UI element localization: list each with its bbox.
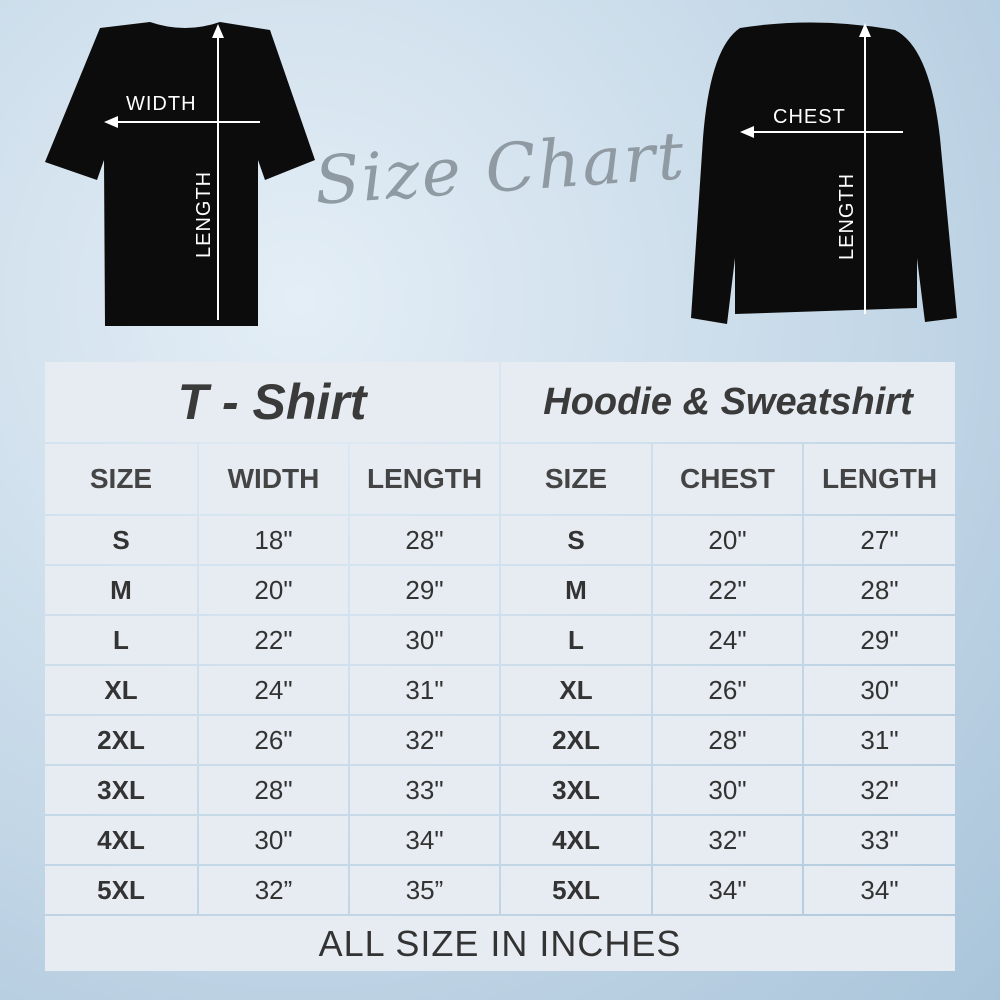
length-label: LENGTH: [836, 173, 858, 260]
size-cell: 2XL: [45, 716, 197, 764]
value-cell: 31": [804, 716, 955, 764]
width-label: WIDTH: [126, 93, 197, 115]
header-cell: LENGTH: [350, 444, 499, 514]
value-cell: 26": [199, 716, 348, 764]
value-cell: 32": [804, 766, 955, 814]
tshirt-image: WIDTH LENGTH: [45, 22, 315, 326]
size-cell: M: [501, 566, 651, 614]
sweatshirt-table-title: Hoodie & Sweatshirt: [501, 362, 955, 442]
value-cell: 27": [804, 516, 955, 564]
value-cell: 34": [350, 816, 499, 864]
table-row: 5XL 32” 35” 5XL 34" 34": [45, 866, 955, 914]
value-cell: 33": [350, 766, 499, 814]
size-cell: 2XL: [501, 716, 651, 764]
size-cell: M: [45, 566, 197, 614]
value-cell: 28": [350, 516, 499, 564]
value-cell: 30": [350, 616, 499, 664]
value-cell: 20": [199, 566, 348, 614]
chart-title: Size Chart: [311, 117, 689, 220]
size-cell: 5XL: [501, 866, 651, 914]
size-cell: S: [501, 516, 651, 564]
value-cell: 30": [199, 816, 348, 864]
value-cell: 18": [199, 516, 348, 564]
value-cell: 34": [804, 866, 955, 914]
table-row: S 18" 28" S 20" 27": [45, 516, 955, 564]
length-label: LENGTH: [193, 171, 215, 258]
footer-note: ALL SIZE IN INCHES: [45, 916, 955, 971]
value-cell: 30": [804, 666, 955, 714]
chest-label: CHEST: [773, 106, 846, 128]
value-cell: 28": [653, 716, 802, 764]
value-cell: 32": [653, 816, 802, 864]
size-cell: L: [501, 616, 651, 664]
value-cell: 34": [653, 866, 802, 914]
table-row: 3XL 28" 33" 3XL 30" 32": [45, 766, 955, 814]
value-cell: 26": [653, 666, 802, 714]
table-row: L 22" 30" L 24" 29": [45, 616, 955, 664]
value-cell: 24": [199, 666, 348, 714]
value-cell: 28": [199, 766, 348, 814]
header-cell: WIDTH: [199, 444, 348, 514]
header-cell: SIZE: [45, 444, 197, 514]
value-cell: 29": [350, 566, 499, 614]
value-cell: 28": [804, 566, 955, 614]
size-cell: 3XL: [501, 766, 651, 814]
size-cell: XL: [45, 666, 197, 714]
value-cell: 31": [350, 666, 499, 714]
table-row: 2XL 26" 32" 2XL 28" 31": [45, 716, 955, 764]
value-cell: 29": [804, 616, 955, 664]
value-cell: 35”: [350, 866, 499, 914]
size-cell: 4XL: [45, 816, 197, 864]
value-cell: 30": [653, 766, 802, 814]
header-cell: LENGTH: [804, 444, 955, 514]
size-cell: S: [45, 516, 197, 564]
size-table: T - Shirt Hoodie & Sweatshirt SIZE WIDTH…: [45, 362, 955, 971]
size-cell: XL: [501, 666, 651, 714]
value-cell: 32": [350, 716, 499, 764]
table-row: 4XL 30" 34" 4XL 32" 33": [45, 816, 955, 864]
table-row: XL 24" 31" XL 26" 30": [45, 666, 955, 714]
size-cell: 5XL: [45, 866, 197, 914]
table-row: M 20" 29" M 22" 28": [45, 566, 955, 614]
value-cell: 33": [804, 816, 955, 864]
value-cell: 32”: [199, 866, 348, 914]
tshirt-table-title: T - Shirt: [45, 362, 499, 442]
header-cell: CHEST: [653, 444, 802, 514]
size-cell: 3XL: [45, 766, 197, 814]
size-cell: 4XL: [501, 816, 651, 864]
value-cell: 22": [199, 616, 348, 664]
sweatshirt-image: CHEST LENGTH: [691, 22, 957, 324]
size-cell: L: [45, 616, 197, 664]
value-cell: 20": [653, 516, 802, 564]
value-cell: 22": [653, 566, 802, 614]
value-cell: 24": [653, 616, 802, 664]
header-cell: SIZE: [501, 444, 651, 514]
